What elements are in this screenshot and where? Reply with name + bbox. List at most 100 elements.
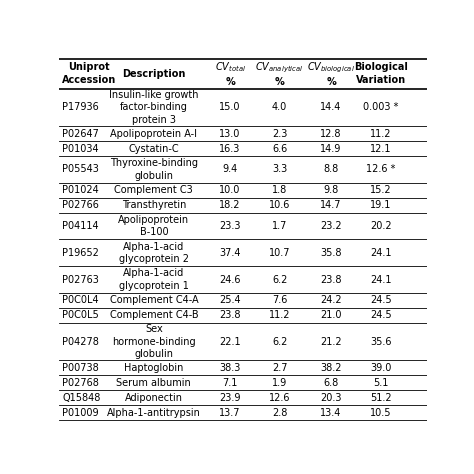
Text: 24.5: 24.5	[370, 295, 392, 305]
Text: P04114: P04114	[62, 221, 99, 231]
Text: 4.0: 4.0	[272, 102, 287, 112]
Text: 11.2: 11.2	[370, 128, 392, 139]
Text: P00738: P00738	[62, 363, 99, 373]
Text: 21.2: 21.2	[320, 337, 342, 346]
Text: 37.4: 37.4	[219, 248, 241, 258]
Text: P19652: P19652	[62, 248, 99, 258]
Text: P01009: P01009	[62, 408, 99, 418]
Text: 5.1: 5.1	[373, 378, 388, 388]
Text: 6.2: 6.2	[272, 274, 287, 284]
Text: P04278: P04278	[62, 337, 99, 346]
Text: P17936: P17936	[62, 102, 99, 112]
Text: 24.6: 24.6	[219, 274, 241, 284]
Text: 12.8: 12.8	[320, 128, 342, 139]
Text: 13.7: 13.7	[219, 408, 241, 418]
Text: 20.3: 20.3	[320, 392, 342, 403]
Text: 13.0: 13.0	[219, 128, 241, 139]
Text: Apolipoprotein
B-100: Apolipoprotein B-100	[118, 215, 190, 237]
Text: 23.8: 23.8	[219, 310, 241, 320]
Text: Complement C4-B: Complement C4-B	[109, 310, 198, 320]
Text: 7.1: 7.1	[222, 378, 238, 388]
Text: P02766: P02766	[62, 200, 99, 210]
Text: Complement C4-A: Complement C4-A	[109, 295, 198, 305]
Text: 24.2: 24.2	[320, 295, 342, 305]
Text: 24.5: 24.5	[370, 310, 392, 320]
Text: 24.1: 24.1	[370, 274, 392, 284]
Text: 6.2: 6.2	[272, 337, 287, 346]
Text: Haptoglobin: Haptoglobin	[124, 363, 183, 373]
Text: 3.3: 3.3	[272, 164, 287, 174]
Text: 51.2: 51.2	[370, 392, 392, 403]
Text: P0C0L5: P0C0L5	[62, 310, 99, 320]
Text: P02763: P02763	[62, 274, 99, 284]
Text: P01024: P01024	[62, 185, 99, 195]
Text: 6.6: 6.6	[272, 144, 287, 154]
Text: 8.8: 8.8	[323, 164, 339, 174]
Text: 25.4: 25.4	[219, 295, 241, 305]
Text: 14.7: 14.7	[320, 200, 342, 210]
Text: Q15848: Q15848	[62, 392, 100, 403]
Text: Sex
hormone-binding
globulin: Sex hormone-binding globulin	[112, 324, 196, 359]
Text: 38.2: 38.2	[320, 363, 342, 373]
Text: Adiponectin: Adiponectin	[125, 392, 183, 403]
Text: 12.1: 12.1	[370, 144, 392, 154]
Text: P02768: P02768	[62, 378, 99, 388]
Text: 12.6: 12.6	[269, 392, 291, 403]
Text: 14.9: 14.9	[320, 144, 342, 154]
Text: Complement C3: Complement C3	[114, 185, 193, 195]
Text: 6.8: 6.8	[323, 378, 339, 388]
Text: Alpha-1-acid
glycoprotein 1: Alpha-1-acid glycoprotein 1	[119, 268, 189, 291]
Text: 11.2: 11.2	[269, 310, 291, 320]
Text: $CV_{analytical}$
%: $CV_{analytical}$ %	[255, 60, 304, 87]
Text: Cystatin-C: Cystatin-C	[128, 144, 179, 154]
Text: 2.3: 2.3	[272, 128, 287, 139]
Text: 38.3: 38.3	[219, 363, 241, 373]
Text: Serum albumin: Serum albumin	[117, 378, 191, 388]
Text: 23.2: 23.2	[320, 221, 342, 231]
Text: Transthyretin: Transthyretin	[122, 200, 186, 210]
Text: P01034: P01034	[62, 144, 99, 154]
Text: 23.8: 23.8	[320, 274, 342, 284]
Text: 10.5: 10.5	[370, 408, 392, 418]
Text: 18.2: 18.2	[219, 200, 241, 210]
Text: 23.9: 23.9	[219, 392, 241, 403]
Text: 10.6: 10.6	[269, 200, 291, 210]
Text: 14.4: 14.4	[320, 102, 342, 112]
Text: P02647: P02647	[62, 128, 99, 139]
Text: 10.0: 10.0	[219, 185, 241, 195]
Text: 24.1: 24.1	[370, 248, 392, 258]
Text: 1.7: 1.7	[272, 221, 287, 231]
Text: 19.1: 19.1	[370, 200, 392, 210]
Text: $CV_{biological}$
%: $CV_{biological}$ %	[307, 60, 355, 87]
Text: 20.2: 20.2	[370, 221, 392, 231]
Text: P05543: P05543	[62, 164, 99, 174]
Text: 21.0: 21.0	[320, 310, 342, 320]
Text: 1.9: 1.9	[272, 378, 287, 388]
Text: 1.8: 1.8	[272, 185, 287, 195]
Text: Description: Description	[122, 69, 185, 79]
Text: 7.6: 7.6	[272, 295, 287, 305]
Text: Alpha-1-acid
glycoprotein 2: Alpha-1-acid glycoprotein 2	[119, 242, 189, 264]
Text: 15.2: 15.2	[370, 185, 392, 195]
Text: 0.003 *: 0.003 *	[363, 102, 398, 112]
Text: 22.1: 22.1	[219, 337, 241, 346]
Text: 13.4: 13.4	[320, 408, 342, 418]
Text: 9.4: 9.4	[222, 164, 237, 174]
Text: 39.0: 39.0	[370, 363, 392, 373]
Text: Uniprot
Accession: Uniprot Accession	[62, 63, 117, 85]
Text: 35.8: 35.8	[320, 248, 342, 258]
Text: 12.6 *: 12.6 *	[366, 164, 395, 174]
Text: Thyroxine-binding
globulin: Thyroxine-binding globulin	[110, 158, 198, 181]
Text: $CV_{total}$
%: $CV_{total}$ %	[215, 61, 246, 87]
Text: Biological
Variation: Biological Variation	[354, 63, 408, 85]
Text: Apolipoprotein A-I: Apolipoprotein A-I	[110, 128, 197, 139]
Text: Alpha-1-antitrypsin: Alpha-1-antitrypsin	[107, 408, 201, 418]
Text: 35.6: 35.6	[370, 337, 392, 346]
Text: 9.8: 9.8	[323, 185, 339, 195]
Text: 23.3: 23.3	[219, 221, 241, 231]
Text: 15.0: 15.0	[219, 102, 241, 112]
Text: 2.8: 2.8	[272, 408, 287, 418]
Text: 16.3: 16.3	[219, 144, 241, 154]
Text: 2.7: 2.7	[272, 363, 287, 373]
Text: P0C0L4: P0C0L4	[62, 295, 99, 305]
